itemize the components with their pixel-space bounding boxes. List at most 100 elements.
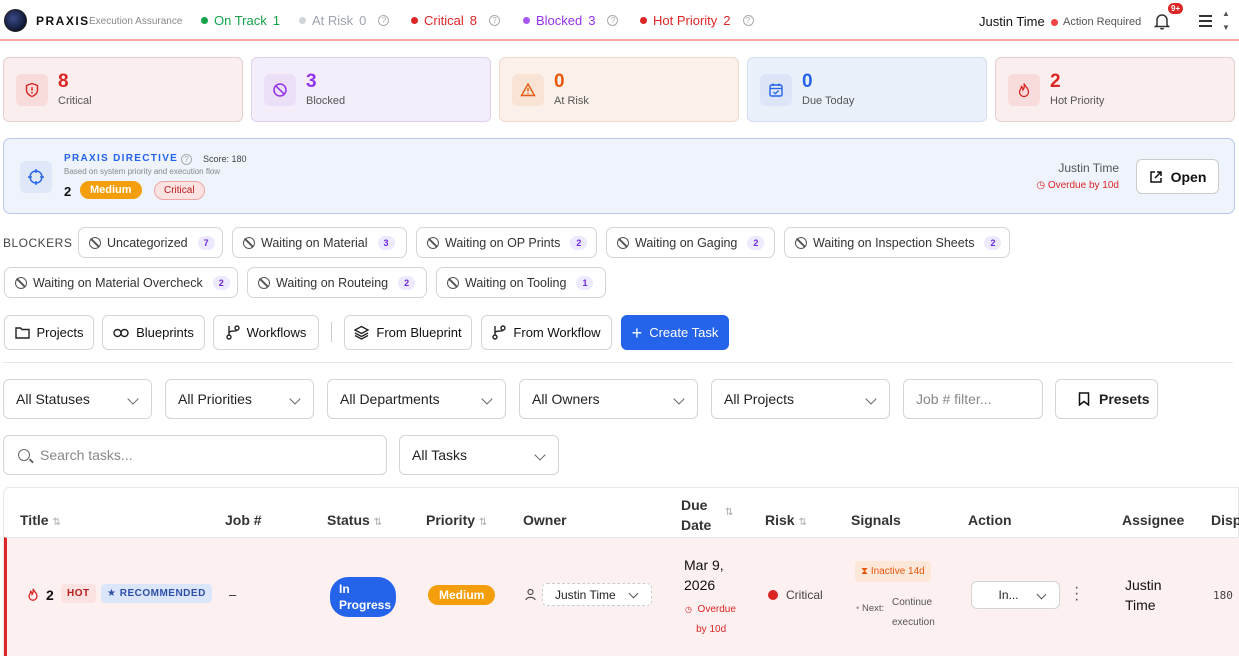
open-button[interactable]: Open <box>1136 159 1219 194</box>
card-label: Hot Priority <box>1050 95 1105 107</box>
help-icon[interactable]: ? <box>488 15 500 26</box>
praxis-directive-panel[interactable]: PRAXIS DIRECTIVE ? Score: 180 Based on s… <box>3 138 1235 214</box>
card-value: 0 <box>802 71 813 92</box>
ban-icon <box>264 74 296 106</box>
workflows-button[interactable]: Workflows <box>213 315 319 350</box>
task-scope-filter[interactable]: All Tasks <box>399 435 559 475</box>
recommended-badge: ★ RECOMMENDED <box>101 584 212 603</box>
blocker-chip-tooling[interactable]: Waiting on Tooling 1 <box>436 267 606 298</box>
menu-icon[interactable] <box>1199 15 1212 27</box>
blocker-chip-gaging[interactable]: Waiting on Gaging 2 <box>606 227 775 258</box>
table-row[interactable]: 2 HOT ★ RECOMMENDED – In Progress Medium … <box>4 537 1239 656</box>
presets-button[interactable]: Presets <box>1055 379 1158 419</box>
chip-count: 7 <box>197 235 215 250</box>
user-icon <box>525 588 536 601</box>
toolbar-divider <box>331 322 332 342</box>
column-header-disp: Disp <box>1211 512 1239 528</box>
card-at-risk[interactable]: 0 At Risk <box>499 57 739 122</box>
column-header-risk[interactable]: Risk ⇅ <box>765 512 807 528</box>
sort-icon: ⇅ <box>798 517 807 528</box>
chevron-down-icon <box>673 393 685 405</box>
blocker-chip-inspection-sheets[interactable]: Waiting on Inspection Sheets 2 <box>784 227 1010 258</box>
column-header-due-date[interactable]: Due Date <box>681 495 711 535</box>
status-dot <box>523 17 530 24</box>
priority-filter[interactable]: All Priorities <box>165 379 314 419</box>
card-label: Blocked <box>306 95 346 107</box>
action-select[interactable]: In... <box>971 581 1060 609</box>
status-line2: Progress <box>339 598 392 612</box>
blocker-chip-material-overcheck[interactable]: Waiting on Material Overcheck 2 <box>4 267 238 298</box>
card-value: 0 <box>554 71 565 92</box>
scroll-arrows-icon[interactable]: ▲ ▼ <box>1222 9 1230 32</box>
ban-icon <box>258 276 270 289</box>
help-icon[interactable]: ? <box>378 15 390 26</box>
priority-badge[interactable]: Medium <box>428 585 496 605</box>
task-number[interactable]: 2 <box>46 587 54 603</box>
blocker-chip-routeing[interactable]: Waiting on Routeing 2 <box>247 267 427 298</box>
from-blueprint-button[interactable]: From Blueprint <box>344 315 472 350</box>
directive-subtitle: Based on system priority and execution f… <box>64 167 221 176</box>
stat-critical[interactable]: Critical 8 ? <box>411 13 500 28</box>
card-blocked[interactable]: 3 Blocked <box>251 57 491 122</box>
chip-count: 2 <box>570 235 588 250</box>
owner-filter[interactable]: All Owners <box>519 379 698 419</box>
job-number: – <box>229 587 237 602</box>
department-filter[interactable]: All Departments <box>327 379 506 419</box>
more-options-icon[interactable]: · · · <box>1074 579 1080 608</box>
chevron-down-icon <box>1036 589 1047 600</box>
inactive-signal-badge: ⧗ Inactive 14d <box>855 561 931 582</box>
help-icon[interactable]: ? <box>607 15 619 26</box>
sort-icon[interactable]: ⇅ <box>725 507 734 518</box>
blueprints-button[interactable]: Blueprints <box>102 315 205 350</box>
status-filter-value: All Statuses <box>16 391 90 407</box>
section-divider <box>3 362 1233 363</box>
current-user[interactable]: Justin Time <box>979 14 1045 29</box>
calendar-check-icon <box>760 74 792 106</box>
card-value: 8 <box>58 71 69 92</box>
card-critical[interactable]: 8 Critical <box>3 57 243 122</box>
card-value: 2 <box>1050 71 1061 92</box>
column-header-priority[interactable]: Priority ⇅ <box>426 512 487 528</box>
owner-filter-value: All Owners <box>532 391 600 407</box>
chip-label: Waiting on Gaging <box>635 235 738 250</box>
next-action: Continue execution <box>892 593 935 633</box>
stat-on-track[interactable]: On Track 1 <box>201 13 280 28</box>
target-icon <box>20 161 52 193</box>
clock-icon: ◷ <box>685 605 692 614</box>
stat-hot-priority[interactable]: Hot Priority 2 ? <box>640 13 754 28</box>
job-number-filter[interactable]: Job # filter... <box>903 379 1043 419</box>
priority-filter-value: All Priorities <box>178 391 252 407</box>
search-icon <box>18 449 30 461</box>
assignee-line2: Time <box>1125 597 1156 613</box>
column-header-title[interactable]: Title ⇅ <box>20 512 61 528</box>
stat-at-risk[interactable]: At Risk 0 ? <box>299 13 390 28</box>
action-required-indicator[interactable]: Action Required <box>1051 16 1141 28</box>
from-workflow-button[interactable]: From Workflow <box>481 315 612 350</box>
blocker-chip-op-prints[interactable]: Waiting on OP Prints 2 <box>416 227 597 258</box>
chip-count: 2 <box>747 235 765 250</box>
stat-label: Hot Priority <box>653 13 718 28</box>
create-task-button[interactable]: + Create Task <box>621 315 729 350</box>
chip-count: 2 <box>398 275 416 290</box>
bell-icon[interactable] <box>1154 12 1170 30</box>
owner-select[interactable]: Justin Time <box>542 583 652 606</box>
help-icon[interactable]: ? <box>742 15 754 26</box>
help-icon[interactable]: ? <box>181 154 192 165</box>
card-due-today[interactable]: 0 Due Today <box>747 57 987 122</box>
hourglass-icon: ⧗ <box>861 566 869 577</box>
search-input[interactable]: Search tasks... <box>3 435 387 475</box>
status-badge[interactable]: In Progress <box>330 577 396 617</box>
blocker-chip-uncategorized[interactable]: Uncategorized 7 <box>78 227 223 258</box>
projects-button[interactable]: Projects <box>4 315 94 350</box>
due-date: Mar 9, 2026 <box>684 555 724 595</box>
project-filter[interactable]: All Projects <box>711 379 890 419</box>
blocker-chip-material[interactable]: Waiting on Material 3 <box>232 227 407 258</box>
stat-blocked[interactable]: Blocked 3 ? <box>523 13 619 28</box>
praxis-logo[interactable] <box>4 9 27 32</box>
projects-label: Projects <box>36 325 84 340</box>
workflows-label: Workflows <box>246 325 307 340</box>
due-line2: 2026 <box>684 577 716 593</box>
card-hot-priority[interactable]: 2 Hot Priority <box>995 57 1235 122</box>
status-filter[interactable]: All Statuses <box>3 379 152 419</box>
column-header-status[interactable]: Status ⇅ <box>327 512 382 528</box>
